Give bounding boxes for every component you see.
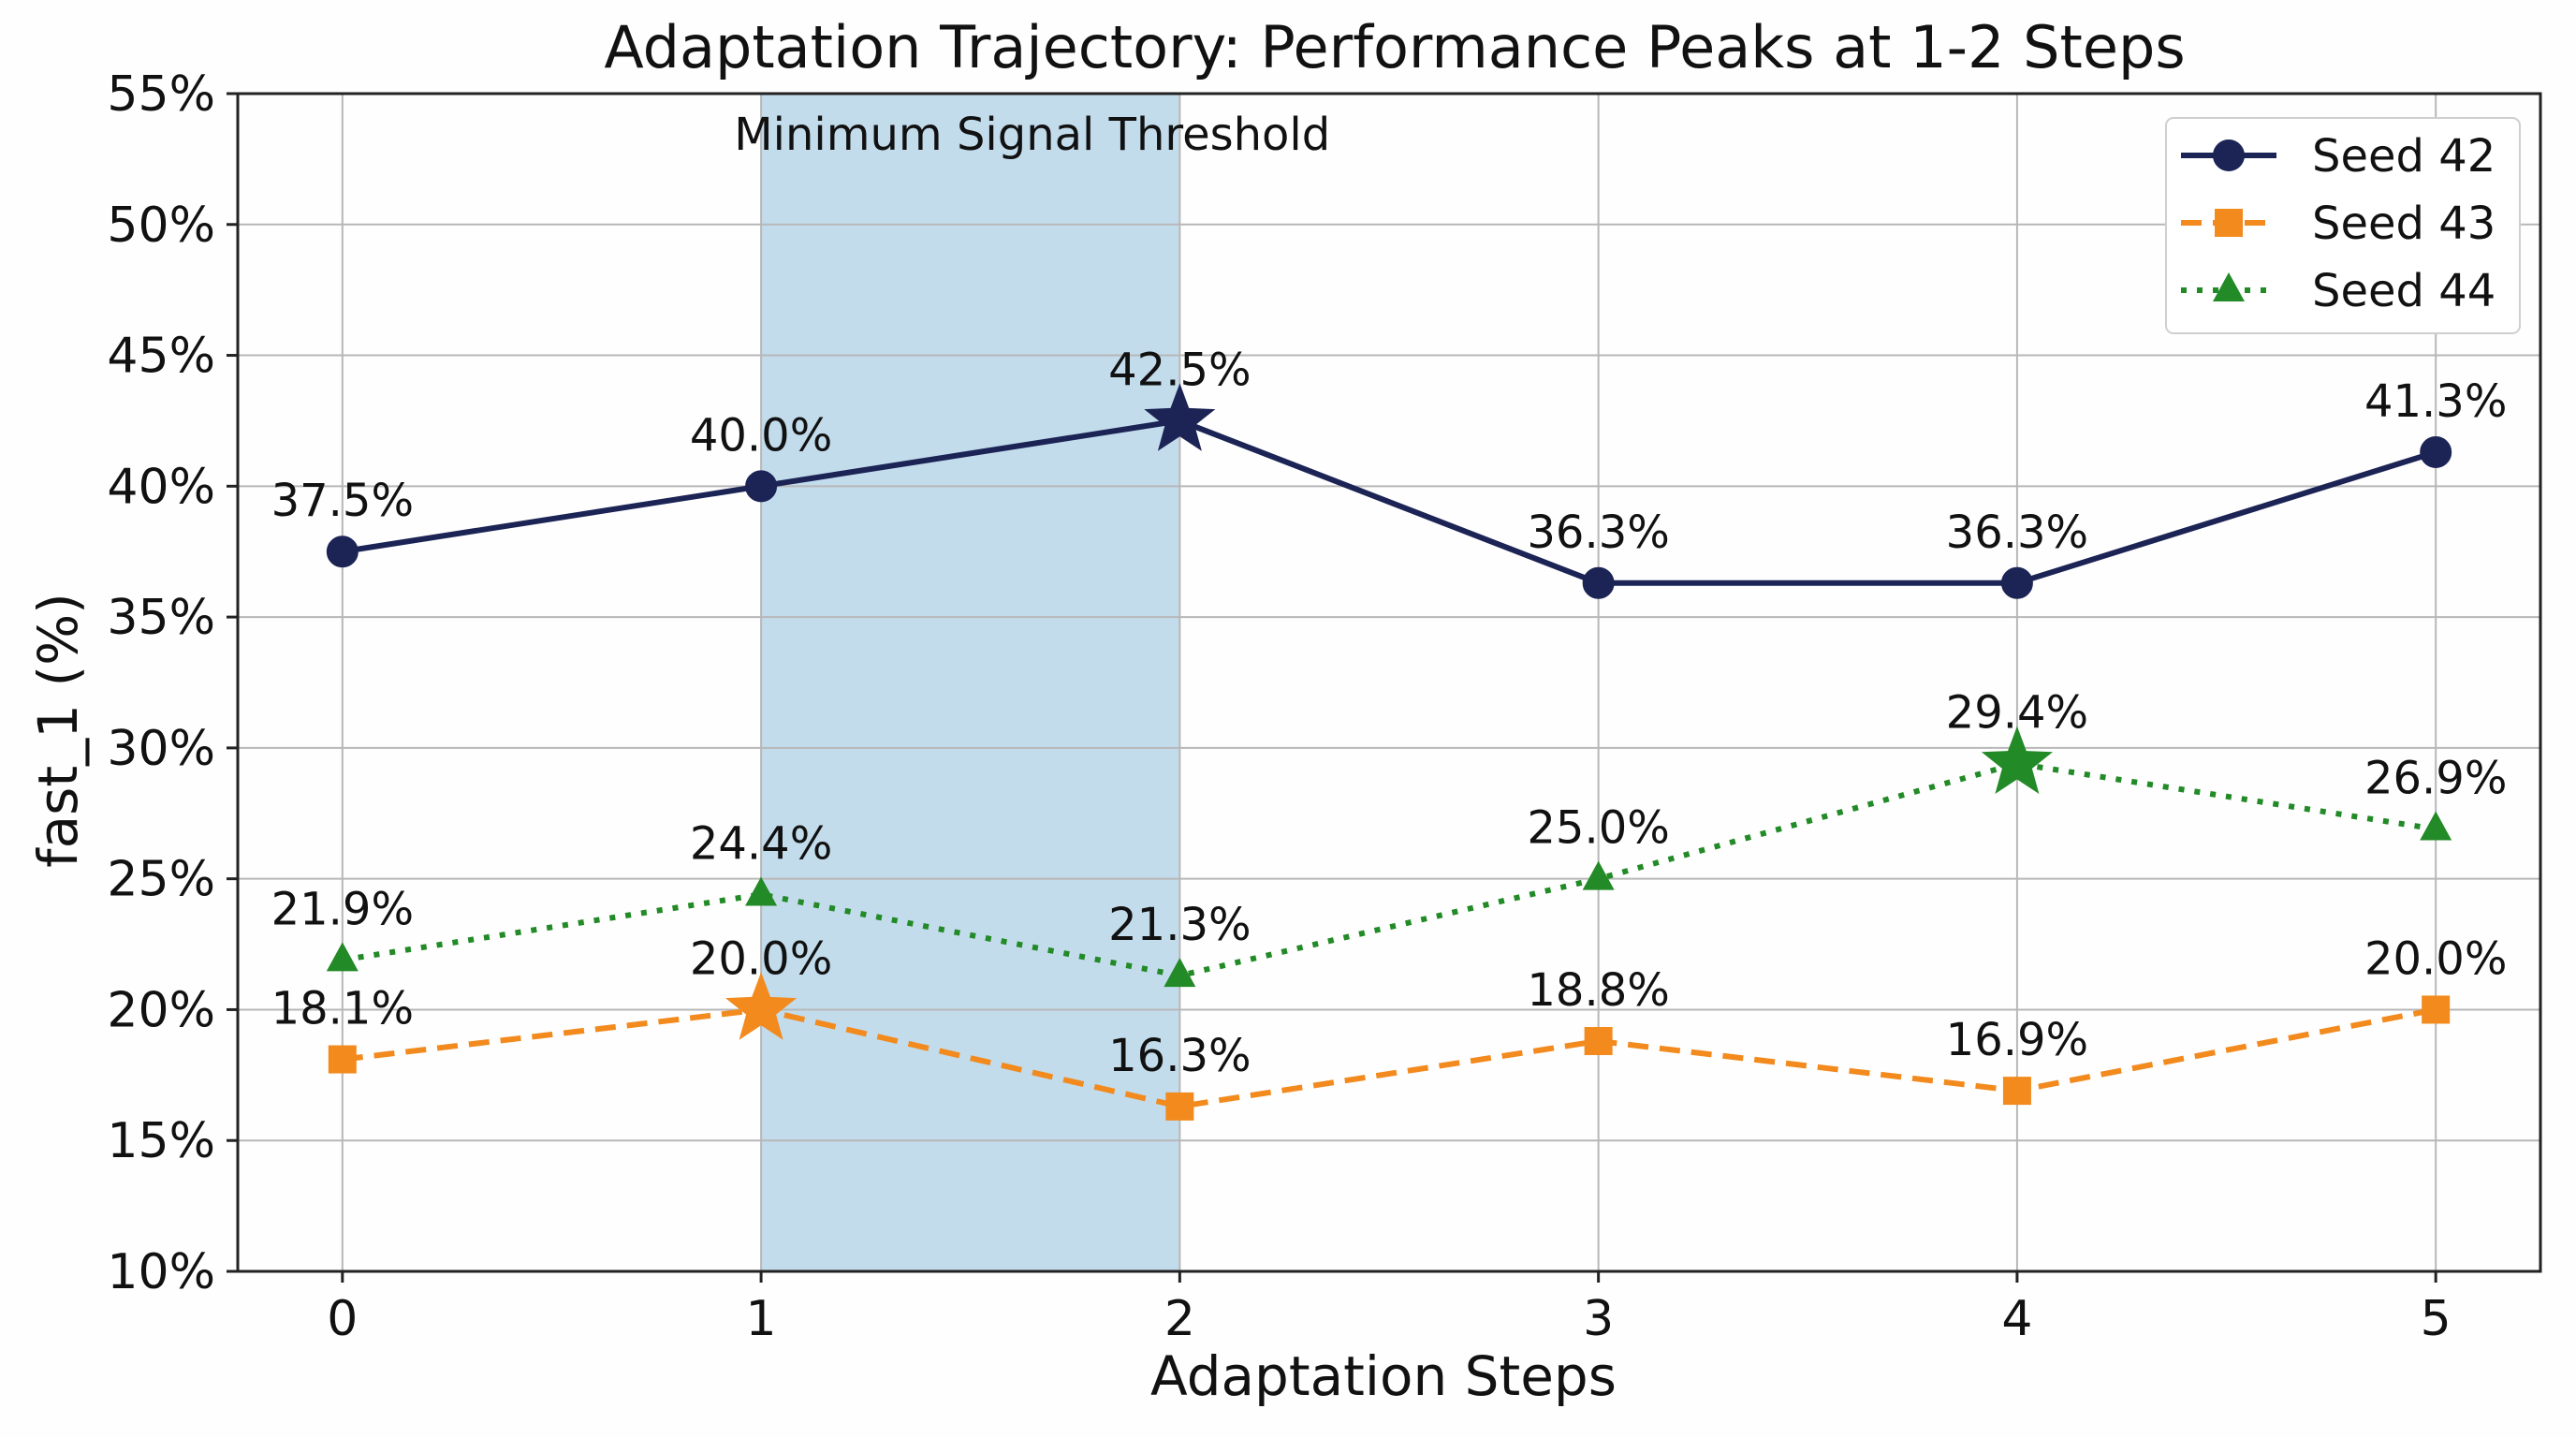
legend-swatch-marker: [2215, 209, 2243, 237]
legend-box: [2165, 117, 2521, 334]
data-point-marker: [326, 942, 359, 972]
legend: Seed 42 Seed 43 Seed 44: [2165, 117, 2521, 334]
chart-title: Adaptation Trajectory: Performance Peaks…: [604, 13, 2185, 81]
data-label: 18.1%: [271, 983, 414, 1035]
data-point-marker: [1582, 566, 1615, 599]
data-label: 36.3%: [1946, 506, 2088, 559]
shaded-region-label: Minimum Signal Threshold: [734, 109, 1330, 161]
data-label: 26.9%: [2364, 753, 2507, 805]
y-tick-label: 15%: [107, 1113, 215, 1169]
data-point-marker: [745, 876, 778, 906]
peak-star-marker: [1144, 383, 1216, 451]
x-tick-label: 3: [1583, 1291, 1614, 1347]
series-lines: [342, 418, 2437, 1109]
y-tick-label: 45%: [107, 329, 215, 385]
series-line: [342, 418, 2437, 586]
peak-star-marker: [725, 972, 798, 1040]
data-point-marker: [328, 1045, 357, 1074]
y-tick-label: 40%: [107, 459, 215, 515]
x-tick-label: 5: [2421, 1291, 2452, 1347]
data-point-marker: [2002, 1077, 2031, 1106]
data-label: 21.9%: [271, 883, 414, 935]
series-line: [342, 760, 2437, 979]
x-tick-label: 2: [1164, 1291, 1195, 1347]
data-point-marker: [2422, 995, 2451, 1024]
data-point-marker: [1165, 1092, 1194, 1121]
y-axis-label: fast_1 (%): [26, 593, 90, 868]
data-label: 40.0%: [690, 409, 832, 462]
legend-label: Seed 43: [2312, 198, 2496, 250]
data-label: 18.8%: [1527, 964, 1669, 1017]
data-label: 36.3%: [1527, 506, 1669, 559]
series-markers: [326, 383, 2452, 1121]
x-tick-label: 4: [2001, 1291, 2032, 1347]
data-point-marker: [2420, 435, 2452, 468]
data-label: 16.9%: [1946, 1014, 2088, 1066]
legend-label: Seed 44: [2312, 265, 2496, 317]
data-label: 37.5%: [271, 475, 414, 527]
y-tick-label: 20%: [107, 982, 215, 1038]
x-tick-label: 0: [327, 1291, 358, 1347]
legend-label: Seed 42: [2312, 130, 2496, 183]
data-label: 41.3%: [2364, 375, 2507, 428]
data-label: 20.0%: [690, 932, 832, 985]
y-tick-label: 30%: [107, 721, 215, 777]
data-label: 29.4%: [1946, 687, 2088, 740]
x-tick-label: 1: [746, 1291, 777, 1347]
data-point-marker: [1582, 860, 1615, 890]
y-tick-label: 50%: [107, 198, 215, 254]
plot-shaded-region: [761, 94, 1180, 1271]
y-tick-label: 25%: [107, 852, 215, 908]
data-point-marker: [2000, 566, 2033, 599]
data-point-marker: [2420, 811, 2452, 841]
data-point-marker: [1164, 958, 1196, 988]
data-label: 25.0%: [1527, 802, 1669, 855]
y-axis-ticks: 10% 15% 20% 25% 30% 35% 40% 45% 50% 55%: [107, 66, 238, 1300]
data-label: 16.3%: [1108, 1030, 1251, 1082]
data-labels: 37.5% 40.0% 42.5% 36.3% 36.3% 41.3% 18.1% 20.0%…: [271, 344, 2508, 1081]
data-label: 24.4%: [690, 817, 832, 870]
y-tick-label: 55%: [107, 66, 215, 123]
x-axis-ticks: 0 1 2 3 4 5: [327, 1271, 2452, 1347]
data-label: 20.0%: [2364, 932, 2507, 985]
legend-swatch-marker: [2213, 272, 2245, 301]
peak-star-marker: [1981, 726, 2053, 794]
y-tick-label: 10%: [107, 1244, 215, 1300]
data-label: 42.5%: [1108, 344, 1251, 396]
data-point-marker: [326, 536, 359, 568]
data-point-marker: [745, 470, 778, 503]
legend-swatch-marker: [2213, 139, 2245, 171]
series-line: [342, 1006, 2437, 1109]
plot-frame: [236, 92, 2542, 1273]
data-label: 21.3%: [1108, 899, 1251, 951]
x-axis-label: Adaptation Steps: [1150, 1344, 1617, 1408]
data-point-marker: [1584, 1026, 1613, 1055]
y-tick-label: 35%: [107, 590, 215, 646]
